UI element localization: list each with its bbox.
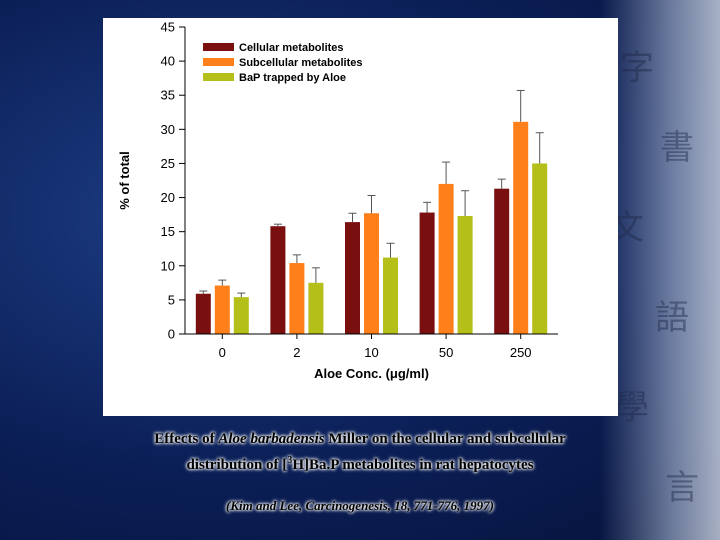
bar: [270, 226, 286, 334]
bar: [383, 257, 398, 334]
bar: [494, 188, 510, 334]
x-axis-title: Aloe Conc. (μg/ml): [314, 366, 429, 381]
bar: [532, 163, 548, 334]
y-tick-label: 20: [161, 190, 175, 205]
legend-label: BaP trapped by Aloe: [239, 72, 346, 84]
y-tick-label: 40: [161, 54, 175, 69]
citation: (Kim and Lee, Carcinogenesis, 18, 771-77…: [226, 498, 494, 513]
legend-label: Subcellular metabolites: [239, 57, 362, 69]
y-tick-label: 15: [161, 224, 175, 239]
bar: [345, 222, 360, 334]
y-tick-label: 30: [161, 122, 175, 137]
legend: Cellular metabolites Subcellular metaboli…: [203, 42, 362, 84]
legend-swatch: [203, 58, 234, 66]
figure-caption-line-2: distribution of [3H]Ba.P metabolites in …: [0, 455, 720, 474]
y-tick-label: 45: [161, 20, 175, 35]
x-tick-label: 50: [439, 345, 453, 360]
caption-superscript: 3: [287, 455, 293, 466]
bar: [233, 297, 249, 334]
y-tick-label: 25: [161, 156, 175, 171]
y-axis-ticks: 0 5 10 15 20 25 30 35 40 45: [161, 20, 185, 342]
background-hanja-texture: 字 書 文 語 學 言: [600, 0, 720, 540]
y-tick-label: 35: [161, 88, 175, 103]
figure-caption-line-1: Effects of Aloe barbadensis Miller on th…: [0, 431, 720, 448]
y-tick-label: 5: [168, 292, 175, 307]
legend-label: Cellular metabolites: [239, 42, 344, 54]
x-tick-label: 250: [510, 345, 532, 360]
bar: [195, 293, 211, 334]
bar: [419, 212, 435, 334]
bar: [513, 121, 529, 334]
x-axis-ticks: 0 2 10 50 250: [219, 334, 532, 360]
bar: [308, 282, 324, 334]
chart-panel: 0 5 10 15 20 25 30 35 40 45 0 2 10 50 250 Aloe Conc. …: [103, 18, 618, 416]
y-tick-label: 10: [161, 258, 175, 273]
bar: [457, 215, 473, 334]
bars: [195, 89, 548, 334]
y-axis-title: % of total: [117, 151, 132, 210]
bar: [364, 213, 379, 334]
caption-species: Aloe barbadensis: [218, 431, 325, 447]
bar: [214, 285, 230, 334]
caption-suffix: H]Ba.P metabolites in rat hepatocytes: [292, 457, 534, 473]
y-tick-label: 0: [168, 327, 175, 342]
x-tick-label: 2: [293, 345, 300, 360]
caption-suffix: Miller on the cellular and subcellular: [324, 431, 566, 447]
x-tick-label: 10: [364, 345, 378, 360]
x-tick-label: 0: [219, 345, 226, 360]
caption-prefix: distribution of [: [186, 457, 288, 473]
bar: [289, 263, 305, 334]
bar: [438, 183, 454, 334]
legend-swatch: [203, 43, 234, 51]
bar-chart: 0 5 10 15 20 25 30 35 40 45 0 2 10 50 250 Aloe Conc. …: [117, 20, 558, 381]
caption-prefix: Effects of: [154, 431, 219, 447]
legend-swatch: [203, 73, 234, 81]
